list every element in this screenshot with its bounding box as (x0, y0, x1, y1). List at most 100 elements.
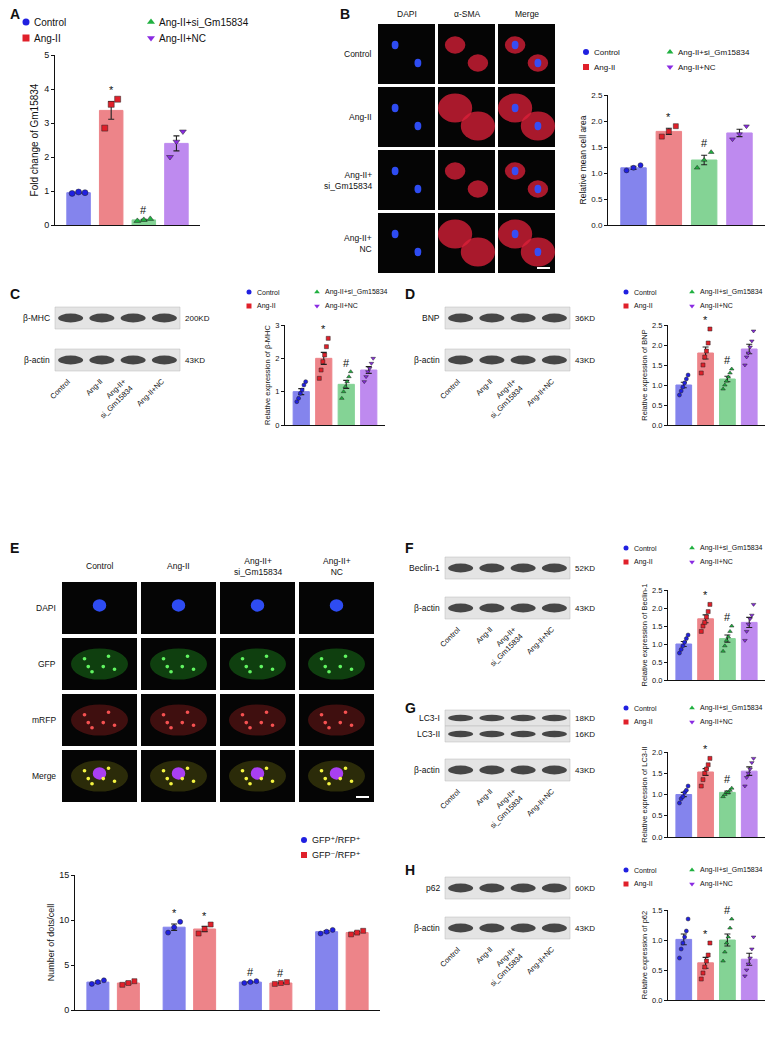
svg-text:Control: Control (344, 49, 372, 59)
svg-text:1.0: 1.0 (652, 640, 662, 649)
svg-text:Control: Control (86, 561, 114, 571)
svg-text:0.5: 0.5 (652, 966, 662, 975)
svg-text:Control: Control (634, 705, 657, 712)
svg-text:Number of dots/cell: Number of dots/cell (46, 904, 56, 982)
svg-text:Ang-II+NC: Ang-II+NC (700, 880, 733, 888)
svg-text:Ang-II: Ang-II (349, 112, 372, 122)
svg-text:Ang-II: Ang-II (634, 718, 653, 726)
svg-text:Control: Control (438, 625, 462, 649)
svg-text:LC3-II: LC3-II (417, 729, 440, 739)
svg-text:1.5: 1.5 (652, 361, 662, 370)
svg-text:Relative expression of Beclin-: Relative expression of Beclin-1 (640, 584, 649, 687)
svg-text:Ang-II: Ang-II (167, 561, 190, 571)
svg-text:Ang-II+NC: Ang-II+NC (159, 33, 206, 44)
svg-text:Ang-II+NC: Ang-II+NC (525, 625, 557, 657)
svg-text:Control: Control (257, 289, 280, 296)
svg-text:Relative expression of LC3-II: Relative expression of LC3-II (640, 746, 649, 842)
svg-text:Ang-II: Ang-II (84, 377, 105, 398)
svg-text:1.5: 1.5 (591, 143, 603, 152)
svg-text:Ang-II+si_Gm15834: Ang-II+si_Gm15834 (324, 170, 372, 191)
svg-text:DAPI: DAPI (36, 603, 56, 613)
svg-text:BNP: BNP (422, 313, 440, 323)
svg-text:Relative expression of p62: Relative expression of p62 (640, 911, 649, 999)
svg-text:*: * (703, 314, 708, 326)
svg-text:Relative expression of BNP: Relative expression of BNP (640, 329, 649, 420)
svg-text:Control: Control (634, 289, 657, 296)
svg-text:Control: Control (634, 545, 657, 552)
svg-text:3: 3 (44, 118, 49, 128)
svg-text:#: # (724, 904, 731, 916)
svg-text:1.0: 1.0 (591, 169, 603, 178)
svg-text:G: G (405, 700, 416, 716)
svg-text:2.5: 2.5 (652, 586, 662, 595)
svg-text:Ang-II+si_Gm15834: Ang-II+si_Gm15834 (678, 48, 750, 57)
svg-text:0.0: 0.0 (652, 833, 662, 842)
svg-text:β-actin: β-actin (414, 355, 440, 365)
svg-text:#: # (247, 966, 254, 978)
svg-text:0.0: 0.0 (591, 221, 603, 230)
svg-text:Ang-II+si_Gm15834: Ang-II+si_Gm15834 (325, 288, 388, 296)
svg-text:B: B (340, 6, 350, 22)
svg-text:2: 2 (275, 354, 279, 363)
svg-text:*: * (703, 589, 708, 601)
svg-text:Ang-II+NC: Ang-II+NC (525, 787, 557, 819)
svg-text:10: 10 (59, 915, 69, 925)
svg-text:Control: Control (594, 48, 620, 57)
svg-text:GFP: GFP (38, 659, 56, 669)
svg-text:#: # (724, 773, 731, 785)
svg-text:Control: Control (438, 945, 462, 969)
svg-text:*: * (202, 910, 207, 922)
svg-text:1.5: 1.5 (652, 769, 662, 778)
svg-text:1: 1 (44, 186, 49, 196)
svg-text:Ang-II+si_Gm15834: Ang-II+si_Gm15834 (159, 17, 249, 28)
svg-text:Ang-II+NC: Ang-II+NC (700, 302, 733, 310)
svg-text:Control: Control (438, 377, 462, 401)
svg-text:Ang-II+si_Gm15834: Ang-II+si_Gm15834 (700, 704, 763, 712)
svg-text:2.0: 2.0 (652, 604, 662, 613)
svg-text:Relative mean cell area: Relative mean cell area (578, 115, 588, 204)
svg-text:36KD: 36KD (575, 314, 595, 323)
svg-text:*: * (172, 907, 177, 919)
svg-text:18KD: 18KD (575, 714, 595, 723)
svg-text:1: 1 (275, 387, 279, 396)
svg-text:Ang-II+NC: Ang-II+NC (323, 556, 351, 577)
svg-text:Ang-II: Ang-II (474, 945, 495, 966)
svg-text:Ang-II+NC: Ang-II+NC (700, 718, 733, 726)
svg-text:β-actin: β-actin (414, 765, 440, 775)
svg-text:Ang-II: Ang-II (474, 625, 495, 646)
svg-text:0.5: 0.5 (591, 195, 603, 204)
svg-text:A: A (10, 6, 20, 22)
svg-text:Merge: Merge (32, 771, 56, 781)
svg-text:Control: Control (438, 787, 462, 811)
svg-text:Relative expression of β-MHC: Relative expression of β-MHC (263, 325, 272, 425)
svg-text:Ang-II: Ang-II (257, 302, 276, 310)
svg-text:β-actin: β-actin (414, 603, 440, 613)
svg-text:D: D (405, 286, 415, 302)
svg-text:Fold change of Gm15834: Fold change of Gm15834 (29, 83, 40, 196)
svg-text:*: * (703, 743, 708, 755)
svg-text:DAPI: DAPI (397, 9, 417, 19)
svg-text:15: 15 (59, 870, 69, 880)
svg-text:*: * (321, 323, 326, 335)
svg-text:Ang-II+si_Gm15834: Ang-II+si_Gm15834 (234, 556, 282, 577)
svg-text:2.0: 2.0 (652, 748, 662, 757)
svg-text:Ang-II: Ang-II (474, 787, 495, 808)
svg-text:1.0: 1.0 (652, 381, 662, 390)
svg-text:1.5: 1.5 (652, 906, 662, 915)
svg-text:Ang-II+NC: Ang-II+NC (344, 233, 372, 254)
svg-text:0.5: 0.5 (652, 811, 662, 820)
svg-text:43KD: 43KD (575, 604, 595, 613)
svg-text:Ang-II+NC: Ang-II+NC (700, 558, 733, 566)
svg-text:2.0: 2.0 (652, 341, 662, 350)
svg-text:200KD: 200KD (185, 314, 210, 323)
svg-text:0: 0 (64, 1005, 69, 1015)
svg-text:1.5: 1.5 (652, 622, 662, 631)
svg-text:Ang-II+NC: Ang-II+NC (525, 945, 557, 977)
svg-text:*: * (703, 928, 708, 940)
svg-text:43KD: 43KD (575, 766, 595, 775)
svg-text:#: # (140, 204, 147, 216)
svg-text:β-MHC: β-MHC (23, 313, 50, 323)
svg-text:Ang-II: Ang-II (634, 880, 653, 888)
svg-text:Ang-II+NC: Ang-II+NC (325, 302, 358, 310)
svg-text:Ang-II+NC: Ang-II+NC (135, 377, 167, 409)
